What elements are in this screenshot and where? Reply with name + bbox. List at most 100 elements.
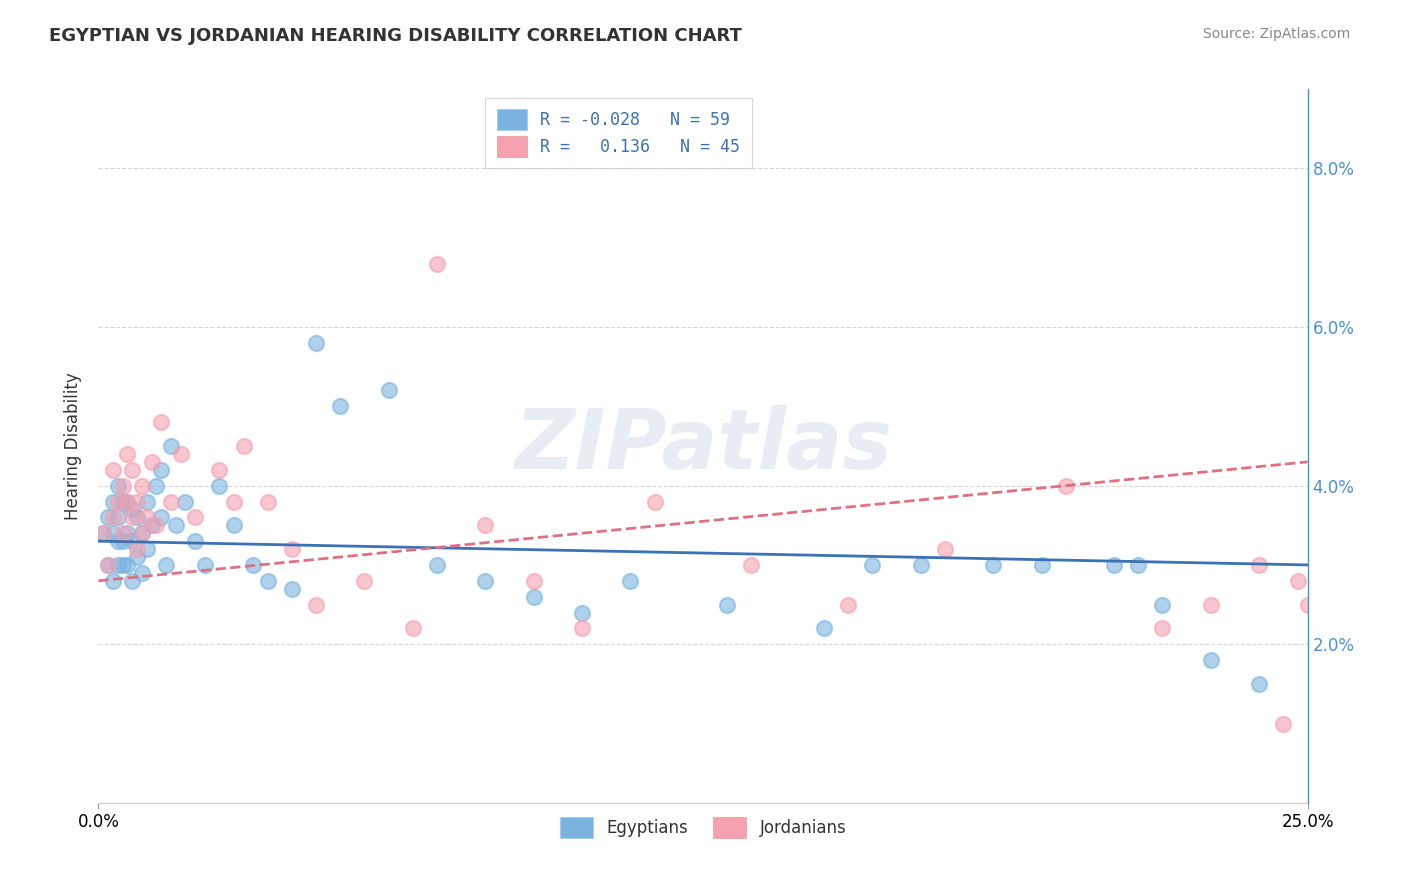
Point <box>97 558 120 572</box>
Point <box>184 534 207 549</box>
Point <box>121 463 143 477</box>
Point <box>117 494 139 508</box>
Point <box>160 494 183 508</box>
Point <box>174 494 197 508</box>
Point <box>111 478 134 492</box>
Point <box>1199 653 1222 667</box>
Point <box>222 518 245 533</box>
Point <box>1272 716 1295 731</box>
Point <box>837 598 859 612</box>
Point <box>1031 558 1053 572</box>
Point <box>232 439 254 453</box>
Point <box>619 574 641 588</box>
Point <box>644 494 666 508</box>
Point <box>127 494 149 508</box>
Point <box>184 510 207 524</box>
Point <box>131 526 153 541</box>
Point <box>474 518 496 533</box>
Point <box>353 574 375 588</box>
Point <box>1199 598 1222 612</box>
Point <box>208 478 231 492</box>
Point <box>169 447 191 461</box>
Point <box>117 526 139 541</box>
Point <box>256 574 278 588</box>
Point <box>141 455 163 469</box>
Text: EGYPTIAN VS JORDANIAN HEARING DISABILITY CORRELATION CHART: EGYPTIAN VS JORDANIAN HEARING DISABILITY… <box>49 27 742 45</box>
Point <box>111 558 134 572</box>
Text: Source: ZipAtlas.com: Source: ZipAtlas.com <box>1202 27 1350 41</box>
Point <box>402 621 425 635</box>
Point <box>981 558 1004 572</box>
Point <box>208 463 231 477</box>
Point <box>305 598 328 612</box>
Point <box>860 558 883 572</box>
Point <box>571 606 593 620</box>
Point <box>910 558 932 572</box>
Point <box>523 590 546 604</box>
Point <box>107 478 129 492</box>
Point <box>1152 598 1174 612</box>
Point <box>107 534 129 549</box>
Text: ZIPatlas: ZIPatlas <box>515 406 891 486</box>
Point <box>101 574 124 588</box>
Point <box>101 463 124 477</box>
Point <box>127 542 149 557</box>
Point <box>127 549 149 564</box>
Point <box>281 542 304 557</box>
Point <box>111 526 134 541</box>
Point <box>281 582 304 596</box>
Point <box>97 558 120 572</box>
Point <box>1249 677 1271 691</box>
Point <box>111 534 134 549</box>
Point <box>135 510 157 524</box>
Point <box>716 598 738 612</box>
Point <box>222 494 245 508</box>
Point <box>121 502 143 516</box>
Point <box>1249 558 1271 572</box>
Point <box>1296 598 1319 612</box>
Point <box>121 510 143 524</box>
Point <box>740 558 762 572</box>
Point <box>135 542 157 557</box>
Point <box>117 558 139 572</box>
Point <box>97 510 120 524</box>
Point <box>426 257 449 271</box>
Y-axis label: Hearing Disability: Hearing Disability <box>65 372 83 520</box>
Point <box>141 518 163 533</box>
Point <box>1152 621 1174 635</box>
Point <box>1054 478 1077 492</box>
Point <box>305 335 328 350</box>
Point <box>329 400 352 414</box>
Point <box>474 574 496 588</box>
Point <box>131 566 153 580</box>
Point <box>194 558 217 572</box>
Point <box>377 384 399 398</box>
Point <box>155 558 177 572</box>
Point <box>135 494 157 508</box>
Point <box>150 463 173 477</box>
Point <box>934 542 956 557</box>
Point <box>571 621 593 635</box>
Point <box>101 526 124 541</box>
Point <box>160 439 183 453</box>
Point <box>145 518 167 533</box>
Point <box>107 510 129 524</box>
Point <box>91 526 114 541</box>
Point <box>165 518 187 533</box>
Point <box>813 621 835 635</box>
Point <box>91 526 114 541</box>
Point <box>150 415 173 429</box>
Point <box>256 494 278 508</box>
Point <box>101 510 124 524</box>
Point <box>101 494 124 508</box>
Point <box>121 534 143 549</box>
Point <box>107 558 129 572</box>
Point <box>131 478 153 492</box>
Point <box>145 478 167 492</box>
Point <box>523 574 546 588</box>
Point <box>111 494 134 508</box>
Legend: Egyptians, Jordanians: Egyptians, Jordanians <box>553 811 853 845</box>
Point <box>242 558 264 572</box>
Point <box>1102 558 1125 572</box>
Point <box>121 574 143 588</box>
